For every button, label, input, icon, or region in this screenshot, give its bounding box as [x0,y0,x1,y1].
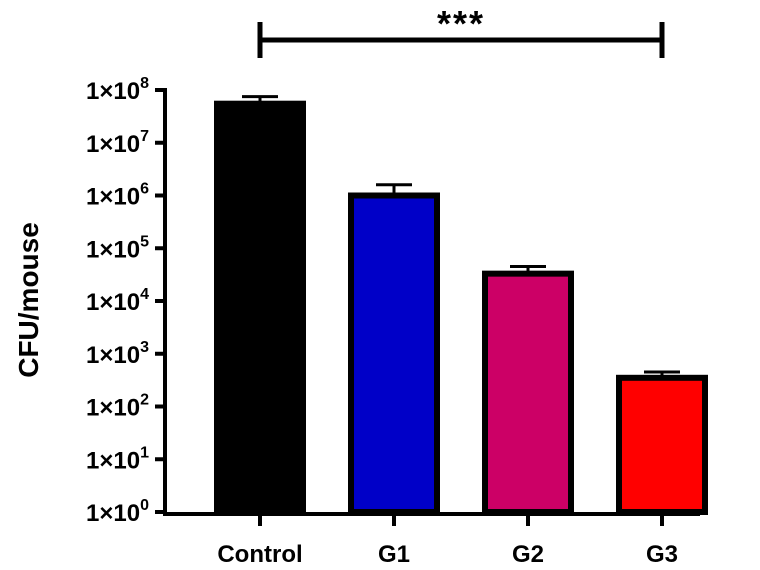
x-tick-label: G3 [646,541,678,568]
bar-control [214,100,306,516]
x-axis: Control G1 G2 G3 [163,512,700,568]
x-tick-label: G1 [378,541,410,568]
y-tick-label: 1×108 [86,75,149,105]
y-tick-label: 1×105 [86,233,149,263]
bar-g3 [616,374,708,515]
bar-g2 [482,270,574,515]
bar-group-g3 [616,370,708,515]
x-tick-label: Control [217,541,302,568]
bar-group-g2 [482,265,574,515]
significance-bracket: *** [257,3,665,58]
y-tick-label: 1×102 [86,392,149,422]
y-axis: 1×100 1×101 1×102 1×103 1×104 1×105 1×106 1×107… [86,75,167,527]
bar-group-control [214,95,306,516]
y-tick-label: 1×100 [86,497,149,527]
y-tick-label: 1×106 [86,181,149,211]
y-tick-label: 1×107 [86,128,149,158]
x-tick-label: G2 [512,541,544,568]
y-axis-title: CFU/mouse [13,222,44,378]
bar-group-g1 [348,183,440,515]
bar-g1 [348,192,440,515]
y-tick-label: 1×103 [86,339,149,369]
bar-series [214,95,708,516]
y-tick-label: 1×104 [86,286,149,316]
y-tick-label: 1×101 [86,444,149,474]
significance-label: *** [437,3,485,44]
